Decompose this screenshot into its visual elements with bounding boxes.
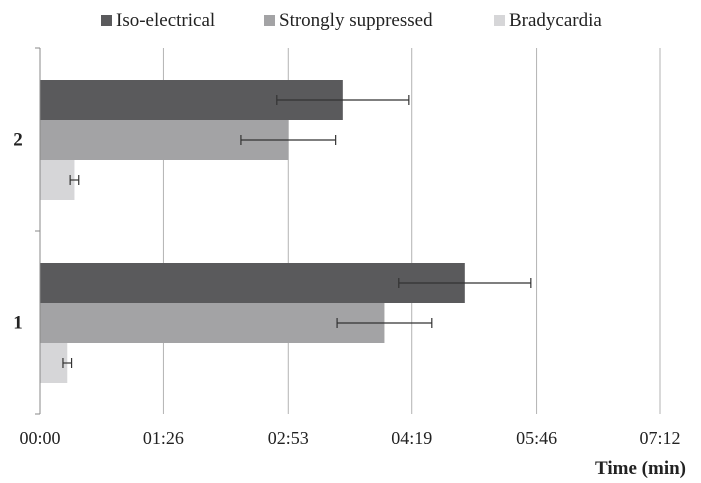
x-tick-label: 05:46 (516, 428, 557, 448)
bar (40, 303, 385, 343)
category-label: 2 (13, 130, 23, 151)
legend-swatch (494, 15, 505, 26)
x-tick-label: 02:53 (268, 428, 309, 448)
x-tick-label: 01:26 (143, 428, 184, 448)
error-bar-layer (62, 95, 532, 368)
x-tick-label: 04:19 (391, 428, 432, 448)
bar (40, 160, 75, 200)
legend: Iso-electrical Strongly suppressed Bradyca… (101, 10, 602, 31)
bar-layer (40, 80, 465, 383)
x-tick-label: 07:12 (639, 428, 680, 448)
legend-label: Strongly suppressed (279, 10, 433, 31)
legend-label: Iso-electrical (116, 10, 215, 31)
legend-swatch (101, 15, 112, 26)
category-label: 1 (13, 313, 23, 334)
legend-swatch (264, 15, 275, 26)
axis-layer: 00:00 01:26 02:53 04:19 05:46 07:12 2 1 Time (mi… (13, 47, 686, 479)
bar (40, 263, 465, 303)
x-tick-label: 00:00 (19, 428, 60, 448)
x-axis-title: Time (min) (595, 458, 686, 478)
legend-label: Bradycardia (509, 10, 602, 31)
